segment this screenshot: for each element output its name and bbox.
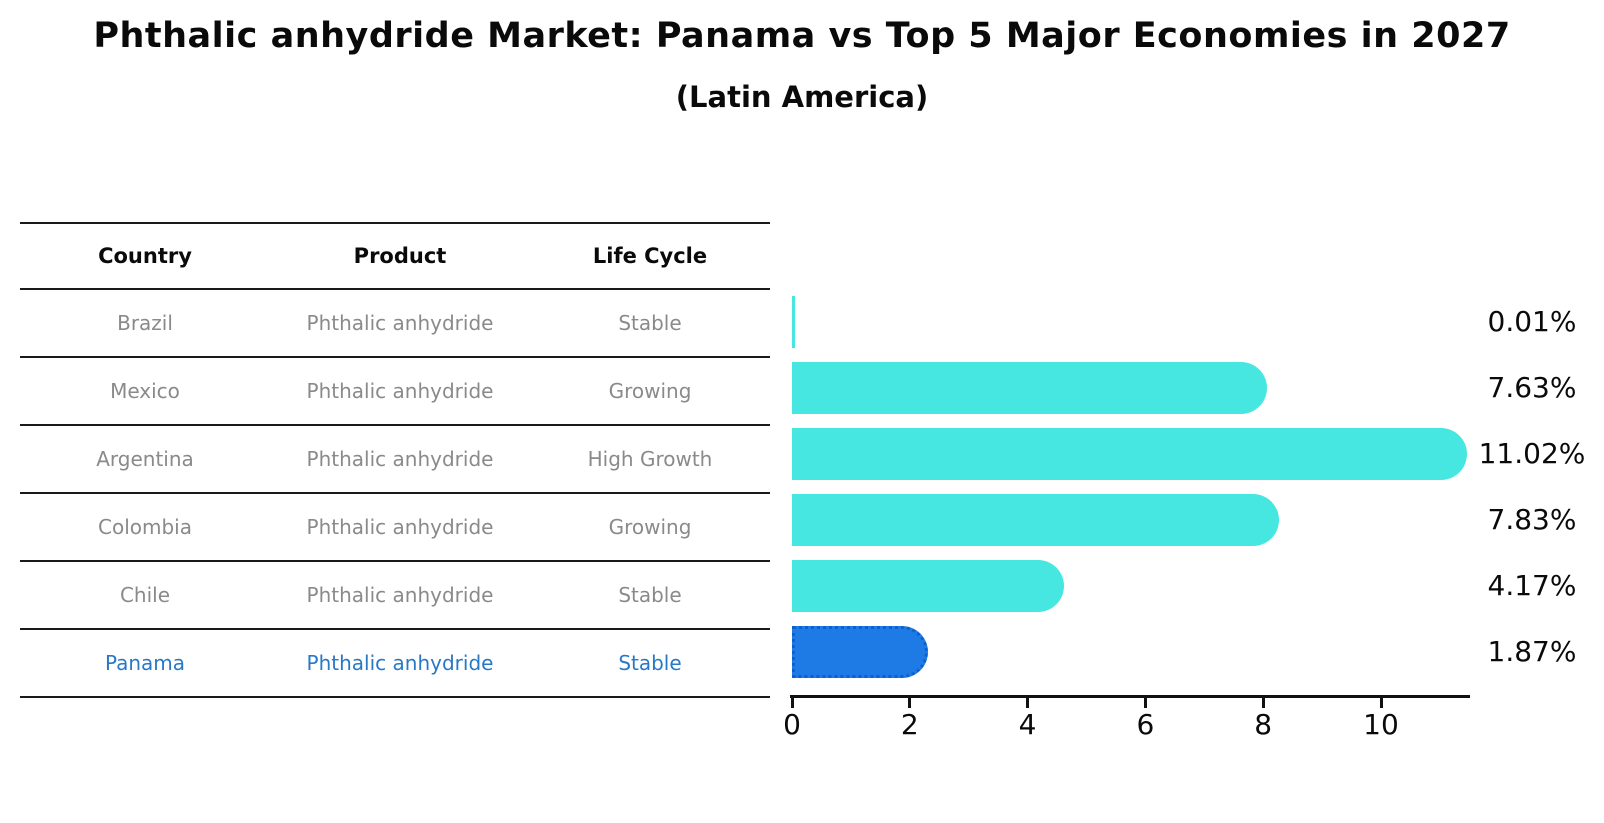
country-table: Country Product Life Cycle Brazil Phthali… xyxy=(20,222,770,698)
table-cell-life-cycle: High Growth xyxy=(587,447,713,471)
table-cell-life-cycle: Growing xyxy=(608,379,692,403)
table-header-product: Product xyxy=(353,244,447,268)
table-cell-life-cycle: Stable xyxy=(618,651,682,675)
bar-value-label: 4.17% xyxy=(1487,569,1577,602)
table-cell-country: Colombia xyxy=(98,515,192,539)
table-cell-product: Phthalic anhydride xyxy=(306,651,494,675)
x-axis-tick xyxy=(790,698,794,708)
table-cell-product: Phthalic anhydride xyxy=(306,311,494,335)
table-body: Brazil Phthalic anhydride Stable Mexico Phth… xyxy=(20,290,770,698)
bar-value-label: 7.63% xyxy=(1487,371,1577,404)
x-axis-tick xyxy=(908,698,912,708)
x-axis-tick xyxy=(1379,698,1383,708)
table-cell-country: Mexico xyxy=(110,379,180,403)
x-axis-tick-label: 10 xyxy=(1363,708,1399,741)
table-cell-country: Panama xyxy=(104,651,186,675)
bar-value-label: 0.01% xyxy=(1487,305,1577,338)
x-axis-tick-label: 6 xyxy=(1136,708,1155,741)
table-cell-country: Argentina xyxy=(96,447,194,471)
chart-subtitle: (Latin America) xyxy=(675,80,929,114)
bar xyxy=(792,428,1467,480)
x-axis-tick-label: 4 xyxy=(1018,708,1037,741)
x-axis-tick-label: 8 xyxy=(1254,708,1273,741)
table-header-country: Country xyxy=(98,244,192,268)
bar-value-label: 1.87% xyxy=(1487,635,1577,668)
bar-value-label: 11.02% xyxy=(1478,437,1586,470)
table-row: Panama Phthalic anhydride Stable xyxy=(20,630,770,698)
table-cell-life-cycle: Growing xyxy=(608,515,692,539)
x-axis-tick-label: 2 xyxy=(900,708,919,741)
table-cell-product: Phthalic anhydride xyxy=(306,515,494,539)
table-header-life-cycle: Life Cycle xyxy=(592,244,708,268)
table-cell-product: Phthalic anhydride xyxy=(306,379,494,403)
bar-highlight xyxy=(792,626,928,678)
bar xyxy=(792,296,795,348)
bar xyxy=(792,362,1267,414)
table-cell-country: Chile xyxy=(119,583,171,607)
x-axis-line xyxy=(790,695,1470,698)
x-axis-tick-label: 0 xyxy=(783,708,801,741)
chart-title: Phthalic anhydride Market: Panama vs Top… xyxy=(93,16,1511,56)
bar-value-label: 7.83% xyxy=(1487,503,1577,536)
table-header-row: Country Product Life Cycle xyxy=(20,224,770,290)
bar xyxy=(792,560,1064,612)
table-row: Mexico Phthalic anhydride Growing xyxy=(20,358,770,426)
table-cell-country: Brazil xyxy=(117,311,173,335)
table-row: Brazil Phthalic anhydride Stable xyxy=(20,290,770,358)
table-cell-life-cycle: Stable xyxy=(618,311,682,335)
table-row: Colombia Phthalic anhydride Growing xyxy=(20,494,770,562)
table-row: Argentina Phthalic anhydride High Growth xyxy=(20,426,770,494)
table-cell-product: Phthalic anhydride xyxy=(306,447,494,471)
x-axis-tick xyxy=(1261,698,1265,708)
x-axis-tick xyxy=(1026,698,1030,708)
table-row: Chile Phthalic anhydride Stable xyxy=(20,562,770,630)
bar xyxy=(792,494,1279,546)
x-axis-tick xyxy=(1143,698,1147,708)
table-cell-life-cycle: Stable xyxy=(618,583,682,607)
table-cell-product: Phthalic anhydride xyxy=(306,583,494,607)
